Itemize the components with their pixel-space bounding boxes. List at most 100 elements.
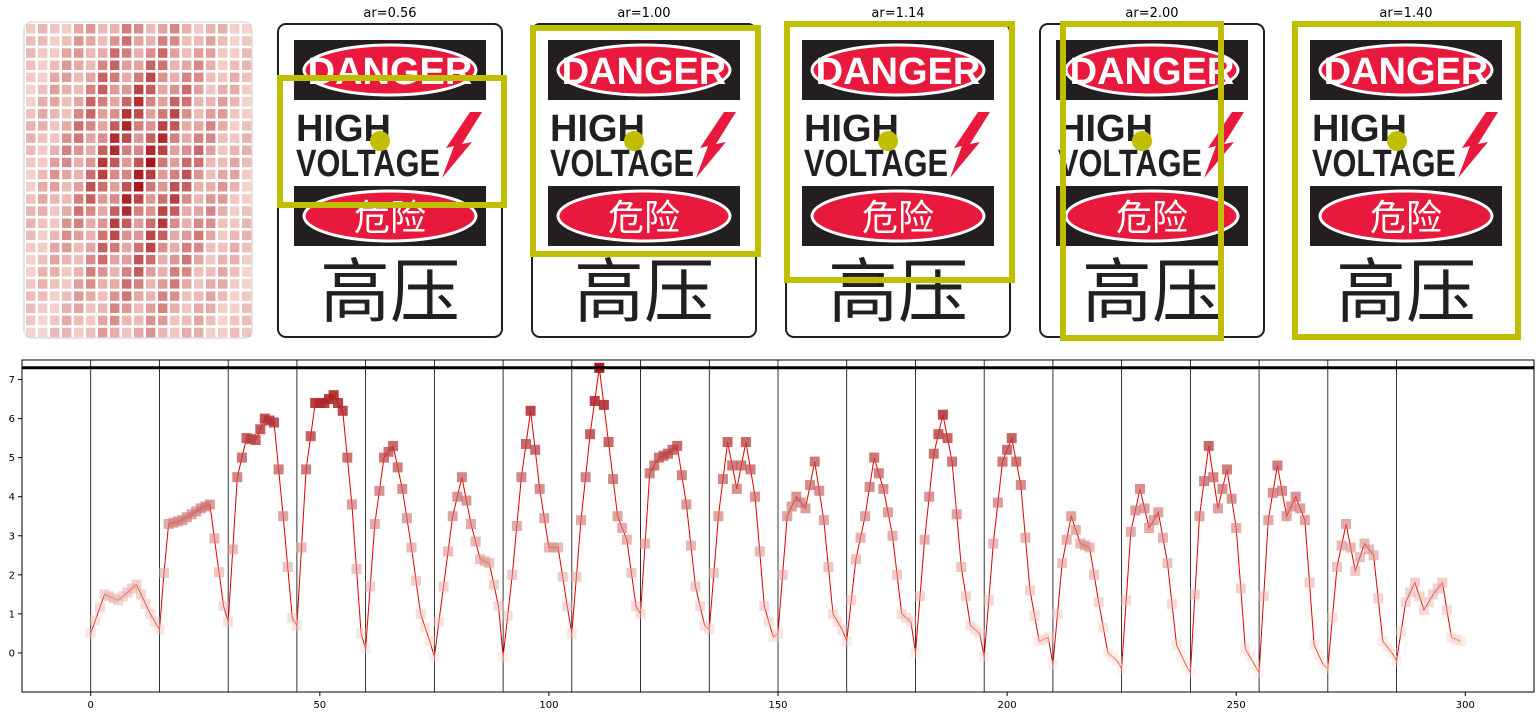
sign-panel: ar=0.56DANGERHIGHVOLTAGE危险高压 <box>278 6 504 337</box>
heatmap-cell <box>146 36 155 46</box>
data-point <box>571 572 581 582</box>
heatmap-cell <box>122 109 131 119</box>
heatmap-cell <box>230 109 239 119</box>
heatmap-cell <box>86 97 95 107</box>
heatmap-cell <box>50 24 59 34</box>
heatmap-cell <box>146 243 155 253</box>
heatmap-cell <box>242 146 251 156</box>
heatmap-cell <box>146 133 155 143</box>
heatmap-cell <box>134 194 143 204</box>
data-point <box>526 406 536 416</box>
data-point <box>975 628 985 638</box>
heatmap-cell <box>230 73 239 83</box>
heatmap-cell <box>206 24 215 34</box>
heatmap-cell <box>62 97 71 107</box>
data-point <box>865 482 875 492</box>
data-point <box>1337 541 1347 551</box>
heatmap-cell <box>26 170 35 180</box>
heatmap-cell <box>182 182 191 192</box>
crop-center-dot <box>370 131 390 151</box>
data-point <box>1291 492 1301 502</box>
data-point <box>617 523 627 533</box>
heatmap-cell <box>242 170 251 180</box>
data-point <box>1332 562 1342 572</box>
heatmap-cell <box>170 85 179 95</box>
heatmap-cell <box>50 279 59 289</box>
heatmap-cell <box>122 48 131 58</box>
heatmap-cell <box>218 182 227 192</box>
heatmap-cell <box>146 206 155 216</box>
heatmap-cell <box>110 255 119 265</box>
data-point <box>920 535 930 545</box>
heatmap-cell <box>134 219 143 229</box>
heatmap-cell <box>158 219 167 229</box>
heatmap-cell <box>158 85 167 95</box>
heatmap-cell <box>74 121 83 131</box>
data-point <box>232 472 242 482</box>
heatmap-cell <box>38 219 47 229</box>
data-point <box>1442 605 1452 615</box>
heatmap-cell <box>110 279 119 289</box>
heatmap-cell <box>74 24 83 34</box>
data-point <box>915 591 925 601</box>
heatmap-cell <box>182 231 191 241</box>
heatmap-cell <box>98 291 107 301</box>
heatmap-cell <box>98 158 107 168</box>
heatmap-cell <box>158 97 167 107</box>
data-point <box>1167 599 1177 609</box>
heatmap-cell <box>62 36 71 46</box>
heatmap-cell <box>158 133 167 143</box>
heatmap-cell <box>110 328 119 338</box>
data-point <box>590 396 600 406</box>
heatmap-cell <box>182 243 191 253</box>
heatmap-cell <box>74 109 83 119</box>
heatmap-cell <box>38 158 47 168</box>
x-tick-label: 300 <box>1456 700 1475 711</box>
data-point <box>342 453 352 463</box>
heatmap-cell <box>242 206 251 216</box>
heatmap-cell <box>50 243 59 253</box>
heatmap-cell <box>230 158 239 168</box>
heatmap-cell <box>206 121 215 131</box>
heatmap-cell <box>182 121 191 131</box>
data-point <box>402 513 412 523</box>
data-point <box>1117 664 1127 674</box>
heatmap-cell <box>110 194 119 204</box>
data-point <box>938 410 948 420</box>
data-point <box>484 558 494 568</box>
heatmap-cell <box>194 48 203 58</box>
voltage-text: VOLTAGE <box>550 143 694 185</box>
heatmap-cell <box>158 291 167 301</box>
heatmap-cell <box>218 279 227 289</box>
heatmap-cell <box>206 97 215 107</box>
heatmap-cell <box>242 279 251 289</box>
data-point <box>1195 511 1205 521</box>
heatmap-cell <box>38 194 47 204</box>
data-point <box>155 625 165 635</box>
heatmap-cell <box>62 48 71 58</box>
heatmap-cell <box>182 170 191 180</box>
heatmap-cell <box>218 206 227 216</box>
heatmap-cell <box>170 158 179 168</box>
heatmap-cell <box>74 73 83 83</box>
data-point <box>516 472 526 482</box>
heatmap-cell <box>146 24 155 34</box>
heatmap-cell <box>182 328 191 338</box>
data-point <box>1373 593 1383 603</box>
heatmap-cell <box>122 170 131 180</box>
heatmap-cell <box>134 182 143 192</box>
heatmap-cell <box>74 158 83 168</box>
heatmap-cell <box>230 194 239 204</box>
heatmap-cell <box>26 158 35 168</box>
data-point <box>943 433 953 443</box>
danger-text: DANGER <box>562 51 727 93</box>
heatmap-cell <box>170 304 179 314</box>
data-point <box>494 601 504 611</box>
panel-title: ar=1.00 <box>617 6 670 21</box>
data-point <box>787 502 797 512</box>
crop-center-dot <box>624 131 644 151</box>
heatmap-cell <box>242 243 251 253</box>
data-point <box>1405 587 1415 597</box>
data-point <box>306 431 316 441</box>
heatmap-cell <box>170 267 179 277</box>
